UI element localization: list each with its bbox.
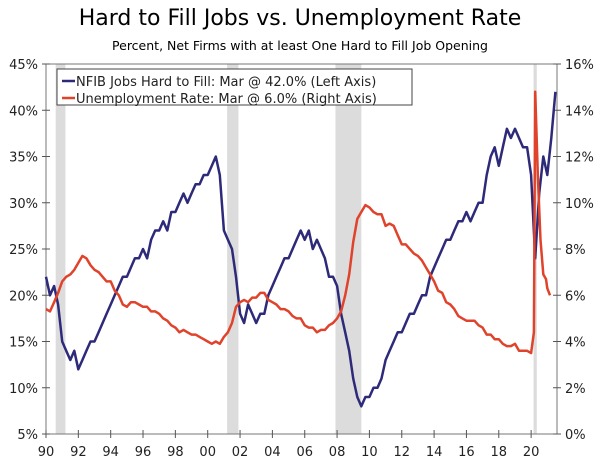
y-right-tick-label: 16% — [565, 58, 594, 73]
series-line-unemployment-rate — [45, 90, 552, 355]
y-right-tick-label: 2% — [565, 382, 586, 397]
y-right-tick-label: 8% — [565, 243, 586, 258]
y-left-tick-label: 20% — [9, 289, 38, 304]
legend-box — [56, 68, 413, 106]
x-tick-label: 14 — [426, 445, 443, 460]
chart-title: Hard to Fill Jobs vs. Unemployment Rate — [78, 6, 522, 31]
x-tick-label: 08 — [329, 445, 346, 460]
y-left-tick-label: 40% — [9, 104, 38, 119]
x-tick-label: 02 — [232, 445, 249, 460]
series-line-nfib-hard-to-fill — [44, 91, 557, 408]
y-left-tick-label: 15% — [9, 336, 38, 351]
legend-label: Unemployment Rate: Mar @ 6.0% (Right Axi… — [76, 92, 377, 107]
y-right-tick-label: 12% — [565, 151, 594, 166]
y-left-tick-label: 25% — [9, 243, 38, 258]
y-left-tick-label: 30% — [9, 197, 38, 212]
x-tick-label: 06 — [296, 445, 313, 460]
x-tick-label: 18 — [491, 445, 508, 460]
y-left-tick-label: 5% — [17, 428, 38, 443]
y-left-tick-label: 35% — [9, 151, 38, 166]
x-tick-label: 20 — [523, 445, 540, 460]
y-right-tick-label: 10% — [565, 197, 594, 212]
y-right-tick-label: 4% — [565, 336, 586, 351]
plot-frame — [45, 63, 558, 435]
x-tick-label: 00 — [199, 445, 216, 460]
x-tick-label: 16 — [458, 445, 475, 460]
chart-subtitle: Percent, Net Firms with at least One Har… — [112, 38, 488, 53]
legend-label: NFIB Jobs Hard to Fill: Mar @ 42.0% (Lef… — [76, 75, 376, 90]
y-left-tick-label: 10% — [9, 382, 38, 397]
x-tick-label: 94 — [102, 445, 119, 460]
y-left-tick-label: 45% — [9, 58, 38, 73]
x-tick-label: 04 — [264, 445, 281, 460]
y-right-tick-label: 6% — [565, 289, 586, 304]
y-right-tick-label: 14% — [565, 104, 594, 119]
recession-band — [55, 64, 66, 434]
y-right-tick-label: 0% — [565, 428, 586, 443]
x-tick-label: 98 — [167, 445, 184, 460]
x-tick-label: 12 — [393, 445, 410, 460]
x-tick-label: 92 — [70, 445, 87, 460]
x-tick-label: 10 — [361, 445, 378, 460]
x-tick-label: 90 — [38, 445, 55, 460]
recession-band — [335, 64, 362, 434]
x-tick-label: 96 — [135, 445, 152, 460]
